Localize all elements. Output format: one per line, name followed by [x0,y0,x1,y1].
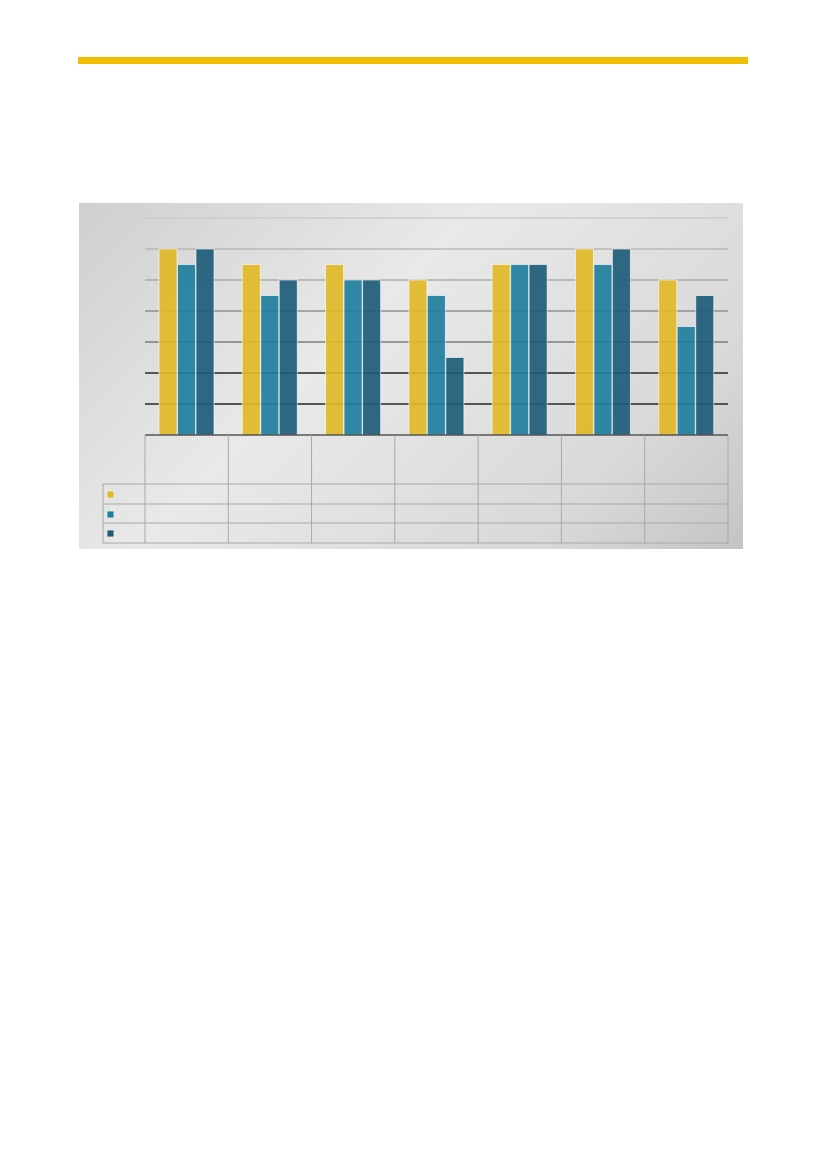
bar [611,248,631,436]
bar [426,295,446,436]
bar [343,279,363,436]
bar [177,264,196,436]
bar [362,279,382,436]
bar [195,248,215,436]
bar-chart [102,217,729,544]
chart-panel [79,203,743,549]
legend-key-2 [106,510,115,519]
bar [658,279,678,436]
bar [325,264,345,436]
bar [260,295,280,436]
bar [574,248,594,436]
bar [695,295,715,436]
header-accent-bar [78,57,748,64]
legend-key-3 [106,529,115,538]
bar [593,264,613,436]
bar [445,357,465,436]
bar [676,326,696,436]
bar [408,279,428,436]
bar [241,264,261,436]
legend-key-1 [106,490,115,499]
bar [528,264,548,436]
bar [510,264,530,436]
bar [158,248,178,436]
bar [278,279,298,436]
bar [491,264,511,436]
